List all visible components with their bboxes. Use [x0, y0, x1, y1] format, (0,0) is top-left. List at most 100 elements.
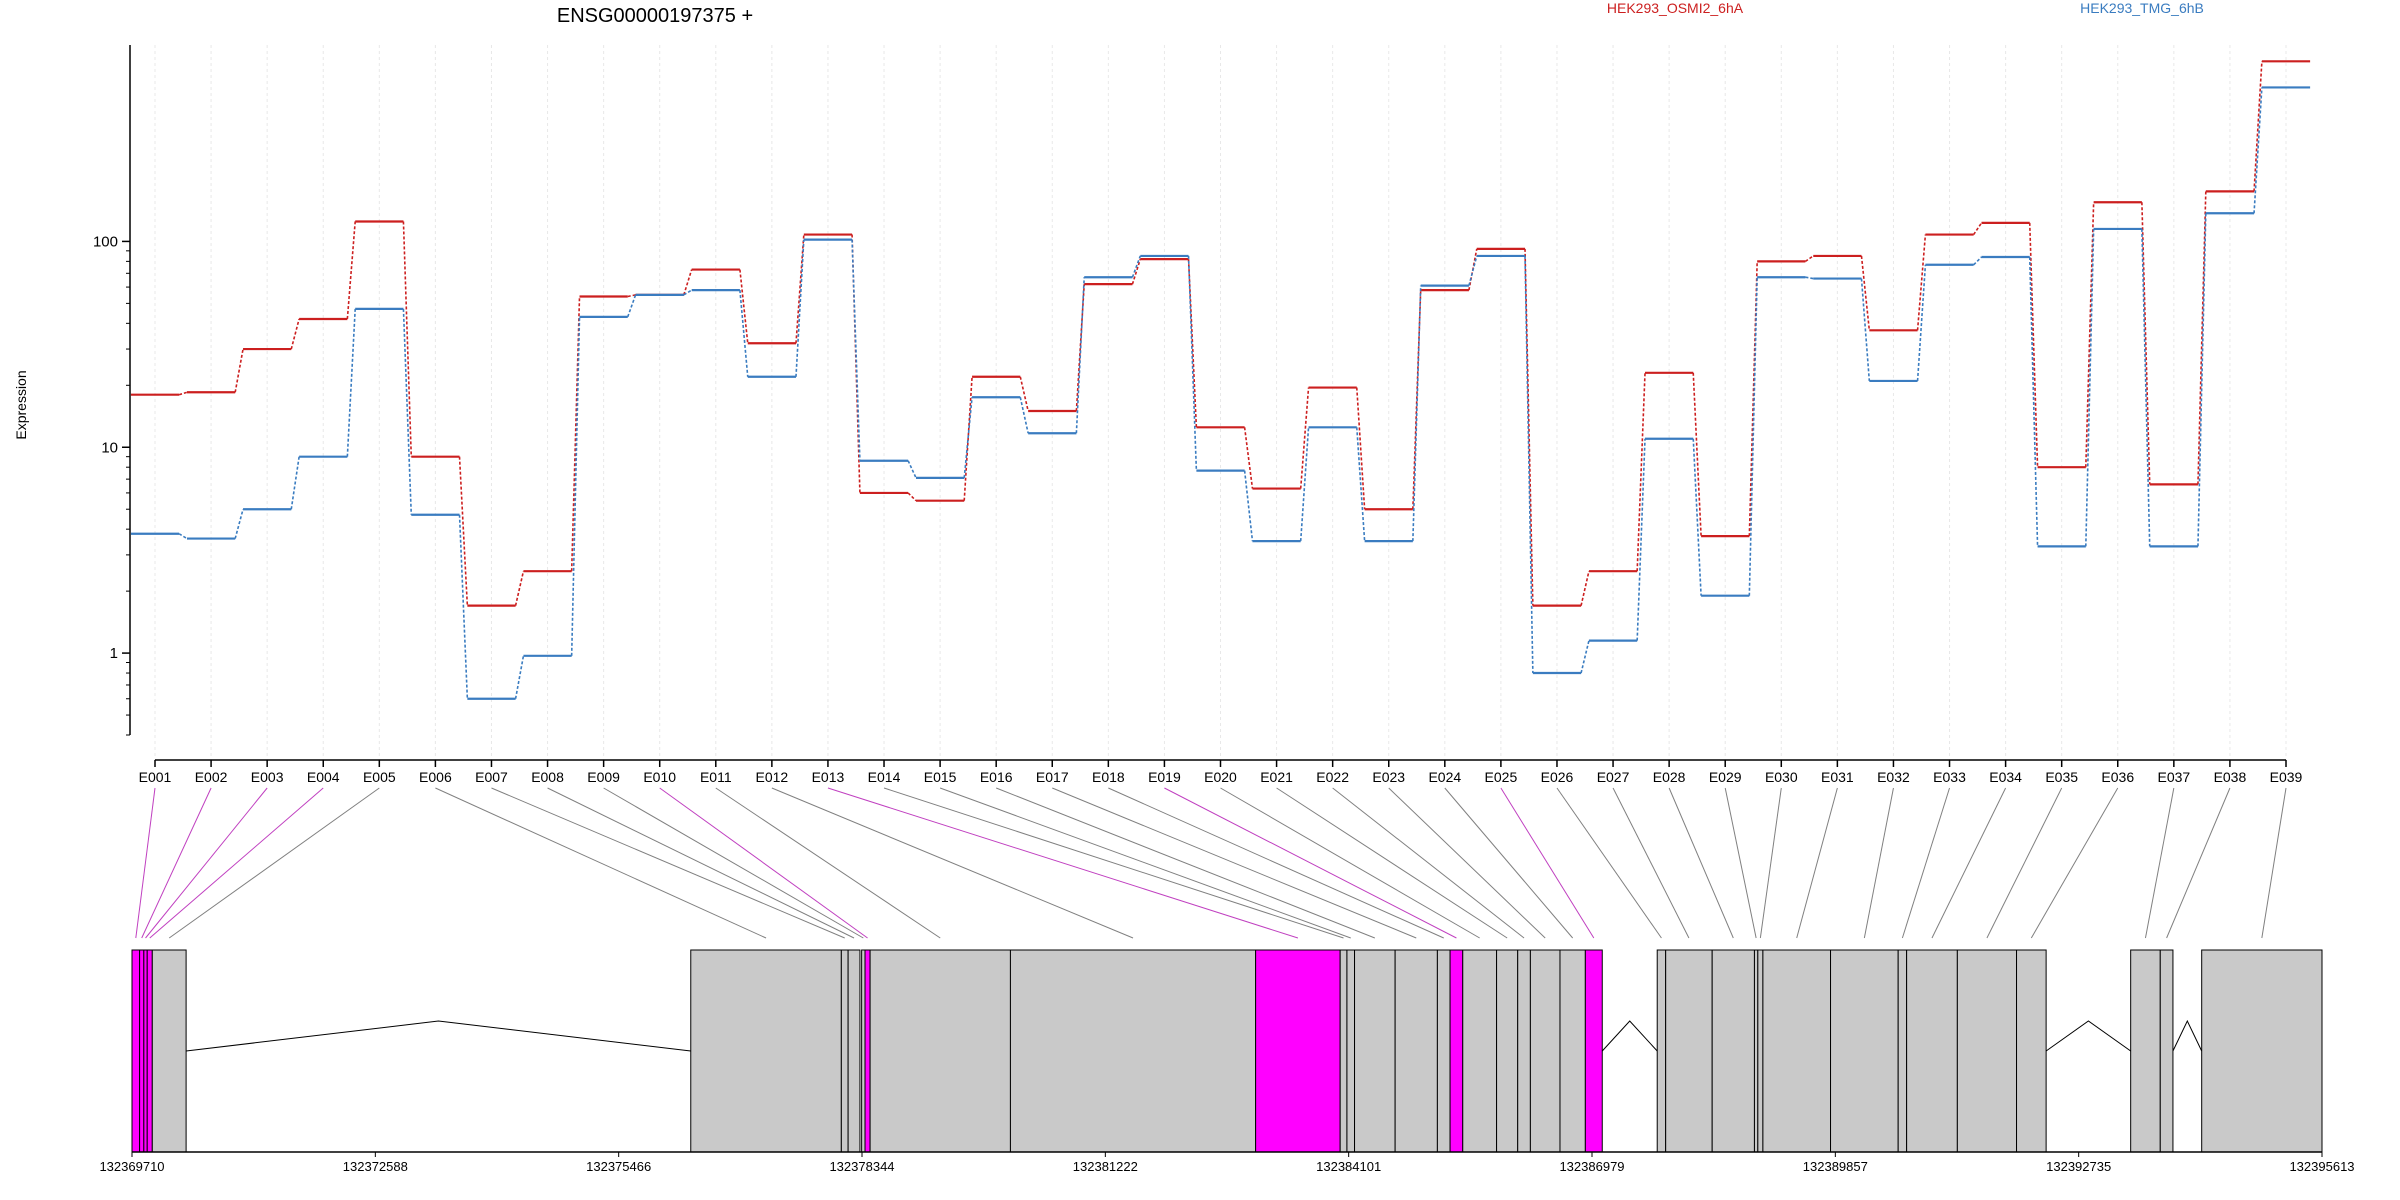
series-1-connector	[907, 492, 917, 502]
x-tick-label-E028: E028	[1653, 769, 1686, 785]
exon-box-E025	[1584, 949, 1603, 1153]
series-1-connector	[1636, 372, 1646, 572]
series-lines	[130, 60, 2311, 700]
exon-box-E032	[1830, 949, 1899, 1153]
series-1-connector	[402, 221, 413, 457]
y-tick-label-100: 100	[93, 233, 118, 250]
connector-E029	[1724, 787, 1757, 939]
connector-E025	[1500, 787, 1595, 939]
series-1-connector	[1972, 222, 1983, 235]
connector-E020	[1220, 787, 1480, 939]
series-1-connector	[795, 234, 805, 344]
x-tick-label-E019: E019	[1148, 769, 1181, 785]
series-2-connector	[851, 239, 861, 461]
x-tick-label-E035: E035	[2045, 769, 2078, 785]
connector-E021	[1276, 787, 1508, 939]
exon-box-E001	[131, 949, 141, 1153]
connector-E013	[827, 787, 1299, 939]
exon-box-E018	[1436, 949, 1451, 1153]
y-axis: 1 10 100	[93, 45, 131, 736]
x-tick-label-E032: E032	[1877, 769, 1910, 785]
series-1-connector	[963, 376, 973, 501]
x-tick-label-E016: E016	[980, 769, 1013, 785]
connector-E015	[939, 787, 1351, 939]
series-1-connector	[570, 296, 581, 572]
y-axis-label: Expression	[13, 370, 29, 439]
series-2-connector	[1299, 427, 1310, 542]
connector-E034	[1931, 787, 2007, 939]
series-2-connector	[1524, 255, 1534, 674]
exon-box-E026	[1656, 949, 1667, 1153]
exon-box-E002	[139, 949, 145, 1153]
series-2-connector	[1748, 277, 1758, 596]
connector-E014	[883, 787, 1344, 939]
x-tick-label-E023: E023	[1372, 769, 1405, 785]
connector-E035	[1986, 787, 2063, 939]
exon-box-E016	[1354, 949, 1396, 1153]
series-1-connector	[1412, 290, 1422, 510]
x-tick-label-E002: E002	[195, 769, 228, 785]
connector-E001	[135, 787, 156, 939]
coord-tick-label: 132392735	[2046, 1159, 2111, 1174]
series-2-connector	[1412, 285, 1422, 542]
intron-line	[186, 1020, 691, 1052]
x-tick-label-E010: E010	[643, 769, 676, 785]
exon-box-E023	[1529, 949, 1561, 1153]
connector-E026	[1556, 787, 1662, 939]
series-2-connector	[1916, 264, 1927, 381]
series-1-connector	[2141, 202, 2151, 485]
series-1-connector	[178, 391, 188, 396]
connector-E027	[1612, 787, 1690, 939]
connector-E018	[1108, 787, 1444, 939]
connector-E039	[2261, 787, 2287, 939]
connector-E011	[715, 787, 941, 939]
series-2	[130, 86, 2311, 700]
exon-connector-lines	[135, 787, 2287, 939]
x-tick-label-E014: E014	[868, 769, 901, 785]
exon-box-E003	[143, 949, 148, 1153]
series-1-connector	[1804, 255, 1814, 263]
x-tick-label-E031: E031	[1821, 769, 1854, 785]
exon-box-E017	[1394, 949, 1438, 1153]
x-tick-label-E001: E001	[139, 769, 172, 785]
x-tick-label-E007: E007	[475, 769, 508, 785]
x-tick-label-E018: E018	[1092, 769, 1125, 785]
x-tick-label-E024: E024	[1428, 769, 1461, 785]
series-2-connector	[514, 655, 525, 699]
chart-title: ENSG00000197375 +	[557, 5, 753, 27]
intron-line	[2045, 1020, 2131, 1052]
x-tick-label-E039: E039	[2270, 769, 2303, 785]
exon-box-E004	[146, 949, 153, 1153]
connector-E019	[1164, 787, 1457, 939]
x-tick-label-E004: E004	[307, 769, 340, 785]
connector-E008	[547, 787, 855, 939]
x-tick-label-E034: E034	[1989, 769, 2022, 785]
x-tick-label-E021: E021	[1260, 769, 1293, 785]
x-tick-label-E009: E009	[587, 769, 620, 785]
series-1-connector	[1916, 234, 1927, 331]
connector-E003	[145, 787, 268, 939]
series-2-connector	[2253, 87, 2263, 214]
vertical-grid	[154, 45, 2287, 760]
series-1-connector	[346, 221, 356, 320]
x-tick-label-E033: E033	[1933, 769, 1966, 785]
y-tick-label-1: 1	[110, 645, 118, 662]
exon-box-E005	[151, 949, 187, 1153]
series-1-connector	[1748, 261, 1758, 537]
connector-E030	[1759, 787, 1782, 939]
x-tick-label-E027: E027	[1597, 769, 1630, 785]
exon-box-E015	[1346, 949, 1356, 1153]
exon-box-E013	[1255, 949, 1341, 1153]
exon-box-E024	[1559, 949, 1586, 1153]
intron-line	[2172, 1019, 2203, 1052]
x-tick-label-E037: E037	[2157, 769, 2190, 785]
coord-tick-label: 132384101	[1316, 1159, 1381, 1174]
series-2-connector	[1805, 276, 1814, 280]
series-1-connector	[2084, 202, 2095, 468]
series-2-connector	[963, 397, 973, 478]
connector-E024	[1444, 787, 1574, 939]
exon-box-E012	[1009, 949, 1257, 1153]
x-tick-label-E013: E013	[812, 769, 845, 785]
series-2-connector	[1692, 438, 1702, 596]
